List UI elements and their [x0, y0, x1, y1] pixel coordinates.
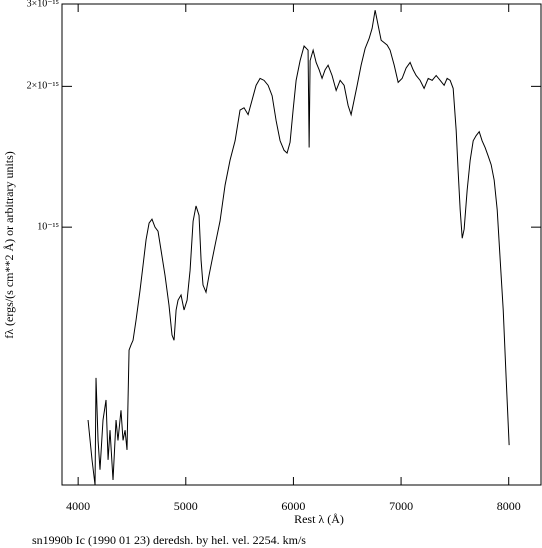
x-tick-label: 7000: [389, 499, 413, 513]
y-axis-title: fλ (ergs/(s cm**2 Å) or arbitrary units): [2, 151, 16, 339]
y-tick-label: 2×10⁻¹⁵: [27, 81, 59, 92]
spectrum-line: [87, 10, 510, 486]
plot-frame: [61, 3, 542, 486]
x-axis-title: Rest λ (Å): [294, 512, 344, 526]
x-tick-label: 5000: [174, 499, 198, 513]
x-tick-label: 6000: [281, 499, 305, 513]
x-tick-label: 8000: [497, 499, 521, 513]
caption: sn1990b Ic (1990 01 23) deredsh. by hel.…: [32, 533, 306, 547]
y-tick-label: 10⁻¹⁵: [37, 221, 59, 232]
x-tick-label: 4000: [66, 499, 90, 513]
y-tick-label: 3×10⁻¹⁵: [27, 0, 59, 9]
